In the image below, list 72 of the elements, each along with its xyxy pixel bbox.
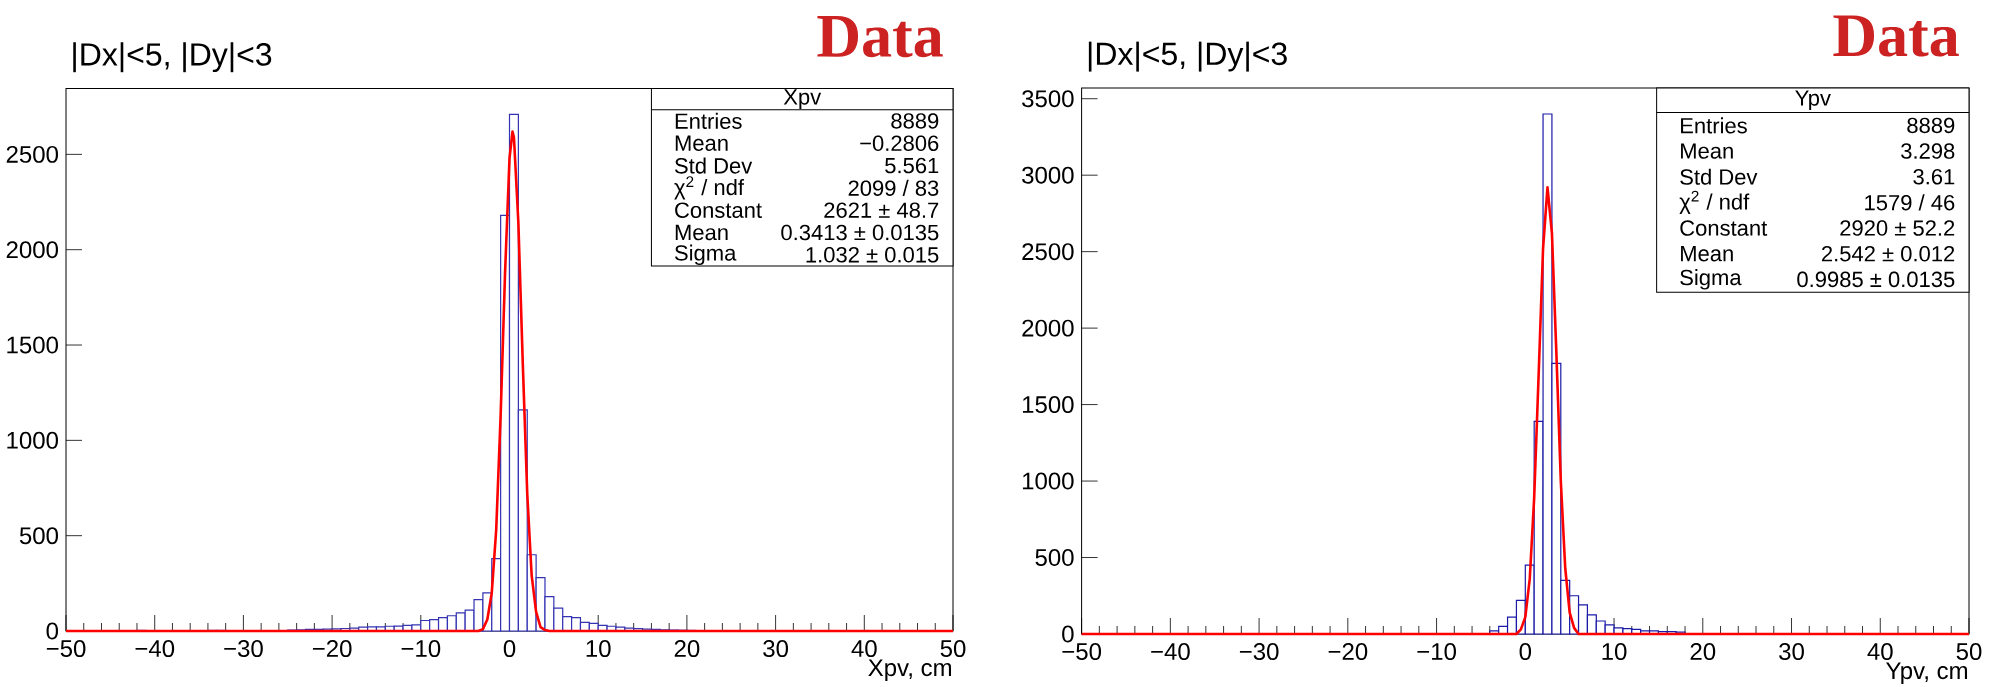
x-axis-title: Xpv, cm <box>868 659 952 681</box>
chart-title: |Dx|<5, |Dy|<3 <box>1088 41 1287 72</box>
annotation: Constant <box>1680 220 1768 236</box>
x-axis-title: Ypv, cm <box>1886 662 1968 684</box>
y-tick-label: 0 <box>1062 625 1074 643</box>
x-tick-label: −10 <box>401 640 441 658</box>
y-tick-label: 3000 <box>1022 166 1074 184</box>
annotation: χ$^{2}$ / ndf <box>1679 190 1750 215</box>
chart-title: |Dx|<5, |Dy|<3 <box>73 42 272 73</box>
y-tick-label: 500 <box>19 527 59 545</box>
annotation: 3.298 <box>1901 143 1955 159</box>
annotation: 3.61 <box>1913 168 1955 185</box>
x-tick-label: −20 <box>1328 643 1368 661</box>
x-tick-label: 50 <box>1956 643 1982 661</box>
annotation: 8889 <box>1907 117 1955 134</box>
annotation: 2621 ± 48.7 <box>824 202 939 218</box>
text: Data <box>817 15 943 58</box>
text: Data <box>1833 15 1959 57</box>
annotation: 5.561 <box>885 157 939 174</box>
x-tick-label: −40 <box>1151 643 1190 661</box>
annotation: Sigma <box>1680 269 1742 290</box>
y-tick-label: 3500 <box>1022 90 1074 108</box>
annotation: 1.032 ± 0.015 <box>806 247 939 263</box>
x-tick-label: −50 <box>46 640 86 658</box>
y-tick-label: 0 <box>46 622 59 640</box>
x-tick-label: 10 <box>1602 643 1627 661</box>
annotation: 0.9985 ± 0.0135 <box>1797 271 1955 288</box>
x-tick-label: −10 <box>1417 643 1456 661</box>
x-tick-label: 20 <box>1690 643 1716 661</box>
x-tick-label: −20 <box>312 640 352 658</box>
x-tick-label: 30 <box>1779 643 1804 661</box>
annotation: 2099 / 83 <box>848 179 939 196</box>
annotation: Ypv <box>1795 90 1831 111</box>
x-tick-label: 40 <box>851 640 877 658</box>
x-tick-label: −30 <box>1239 643 1279 661</box>
annotation: Mean <box>675 224 728 241</box>
x-tick-label: 40 <box>1867 643 1893 661</box>
y-tick-label: 2000 <box>6 241 58 259</box>
x-tick-label: 0 <box>1519 643 1532 661</box>
annotation: Entries <box>675 112 742 129</box>
annotation: 2.542 ± 0.012 <box>1821 245 1955 262</box>
annotation: Xpv <box>783 89 822 110</box>
y-tick-label: 2000 <box>1022 319 1074 337</box>
x-tick-label: 10 <box>586 640 611 658</box>
annotation: 2920 ± 52.2 <box>1840 220 1955 236</box>
y-tick-label: 2500 <box>1022 243 1074 261</box>
annotation: Mean <box>1681 143 1733 159</box>
y-tick-label: 500 <box>1035 549 1074 567</box>
annotation: 8889 <box>891 113 939 129</box>
annotation: 1579 / 46 <box>1865 194 1955 211</box>
x-tick-label: −50 <box>1062 643 1102 661</box>
annotation: 0.3413 ± 0.0135 <box>781 224 939 241</box>
x-tick-label: −30 <box>224 640 263 658</box>
annotation: Mean <box>1681 246 1733 262</box>
annotation: −0.2806 <box>860 135 939 152</box>
annotation: Mean <box>675 135 728 151</box>
x-tick-label: 30 <box>763 640 789 658</box>
y-tick-label: 1500 <box>1022 396 1074 414</box>
y-tick-label: 2500 <box>6 145 58 163</box>
annotation: Sigma <box>675 244 737 266</box>
x-tick-label: 20 <box>674 640 700 658</box>
annotation: χ$^{2}$ / ndf <box>674 176 745 200</box>
x-tick-label: 0 <box>503 640 516 658</box>
annotation: Constant <box>675 202 762 218</box>
annotation: Std Dev <box>1680 168 1758 185</box>
annotation: Entries <box>1681 117 1747 134</box>
x-tick-label: 50 <box>940 640 966 658</box>
y-tick-label: 1500 <box>7 336 58 354</box>
x-tick-label: −40 <box>135 640 175 658</box>
y-tick-label: 1000 <box>7 431 58 449</box>
y-tick-label: 1000 <box>1022 472 1074 490</box>
annotation: Std Dev <box>675 157 753 174</box>
